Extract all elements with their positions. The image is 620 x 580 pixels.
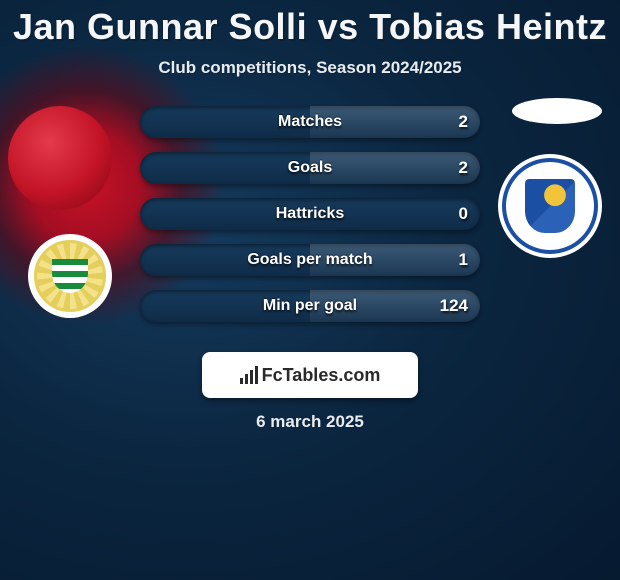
date-label: 6 march 2025 bbox=[0, 412, 620, 432]
value-left bbox=[152, 152, 204, 184]
watermark: FcTables.com bbox=[202, 352, 418, 398]
stat-row: Goals per match1 bbox=[140, 244, 480, 276]
value-right: 124 bbox=[416, 290, 468, 322]
stat-rows: Matches2 Goals2 Hattricks0 Goals per match1… bbox=[140, 106, 480, 336]
value-right: 2 bbox=[416, 152, 468, 184]
page-subtitle: Club competitions, Season 2024/2025 bbox=[0, 58, 620, 78]
player2-club-logo bbox=[498, 154, 602, 258]
stat-row: Hattricks0 bbox=[140, 198, 480, 230]
page-title: Jan Gunnar Solli vs Tobias Heintz bbox=[0, 6, 620, 48]
player1-avatar bbox=[8, 106, 112, 210]
chart-bars-icon bbox=[240, 366, 258, 384]
value-right: 2 bbox=[416, 106, 468, 138]
stat-row: Min per goal124 bbox=[140, 290, 480, 322]
value-left bbox=[152, 244, 204, 276]
value-left bbox=[152, 290, 204, 322]
value-left bbox=[152, 198, 204, 230]
value-right: 0 bbox=[416, 198, 468, 230]
stat-row: Goals2 bbox=[140, 152, 480, 184]
value-right: 1 bbox=[416, 244, 468, 276]
player1-club-logo bbox=[28, 234, 112, 318]
stat-row: Matches2 bbox=[140, 106, 480, 138]
watermark-text: FcTables.com bbox=[262, 365, 381, 386]
value-left bbox=[152, 106, 204, 138]
stats-area: Matches2 Goals2 Hattricks0 Goals per match1… bbox=[0, 106, 620, 356]
player2-avatar bbox=[512, 98, 602, 124]
